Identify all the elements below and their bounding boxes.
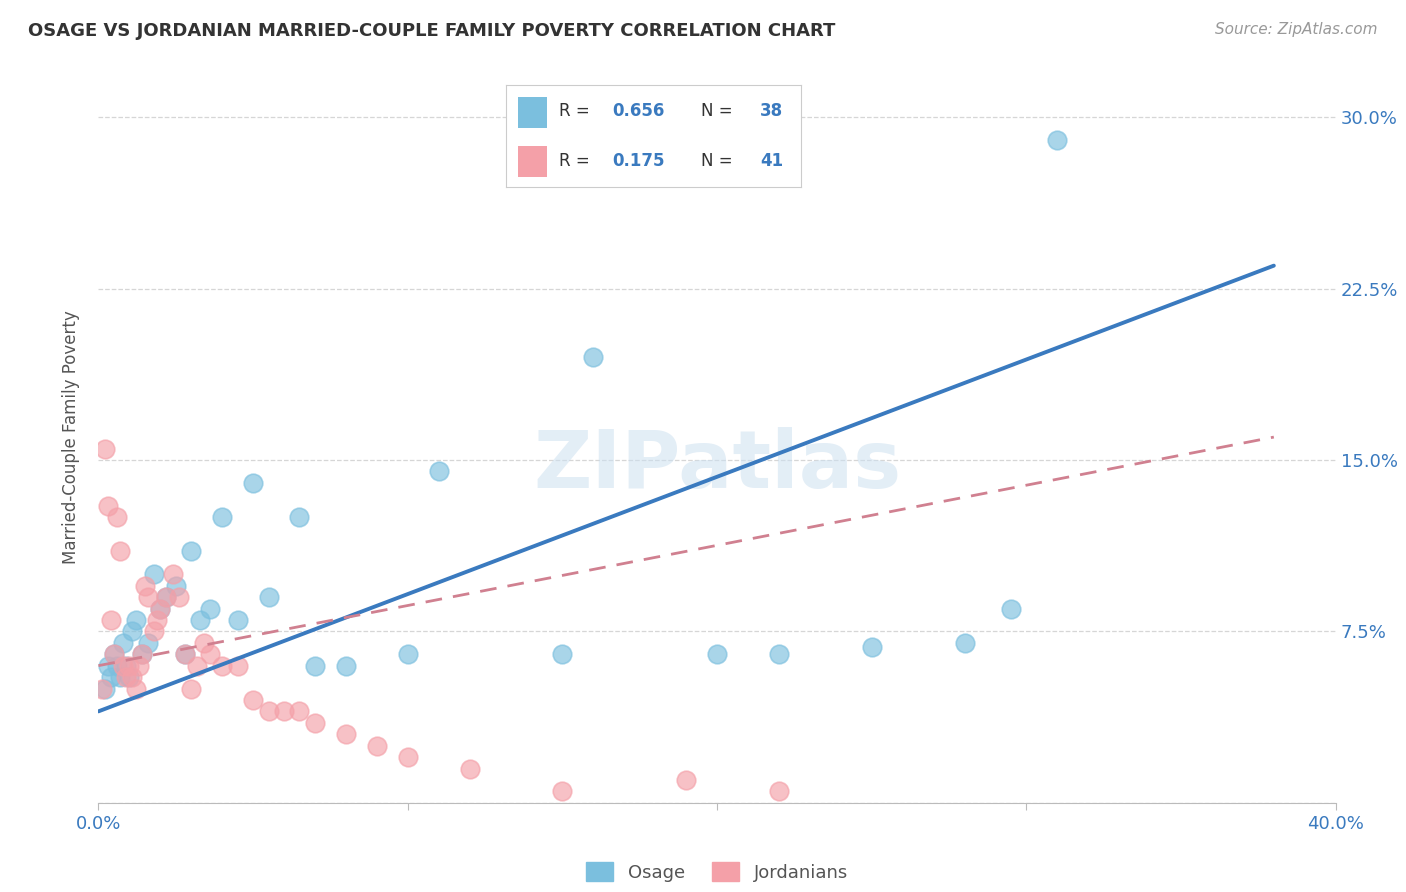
Point [953,636,976,650]
Point [706,647,728,661]
Point [143,624,166,639]
Point [128,658,150,673]
Point [100,670,122,684]
Point [675,772,697,787]
Point [118,658,141,673]
Text: Source: ZipAtlas.com: Source: ZipAtlas.com [1215,22,1378,37]
Point [1046,133,1069,147]
Text: R =: R = [560,153,595,170]
Point [180,544,202,558]
Point [112,636,135,650]
Point [131,647,153,661]
Point [165,579,187,593]
Point [174,647,197,661]
Text: 0.175: 0.175 [613,153,665,170]
Point [211,658,233,673]
Point [149,601,172,615]
Point [105,658,128,673]
Text: 0.656: 0.656 [613,102,665,120]
Point [103,647,125,661]
Point [304,658,326,673]
Point [121,670,143,684]
Point [97,499,120,513]
Point [551,784,574,798]
Point [427,464,450,478]
Point [162,567,184,582]
Point [105,510,128,524]
Point [211,510,233,524]
Point [458,762,481,776]
Text: 41: 41 [761,153,783,170]
Point [143,567,166,582]
Point [124,681,146,696]
Point [97,658,120,673]
Point [93,442,115,456]
Point [335,658,357,673]
Point [136,636,159,650]
Point [180,681,202,696]
Point [768,784,790,798]
Point [93,681,115,696]
Point [155,590,177,604]
Point [146,613,169,627]
Point [257,590,280,604]
FancyBboxPatch shape [517,97,547,128]
Point [273,705,295,719]
Text: ZIPatlas: ZIPatlas [533,427,901,506]
Point [226,613,249,627]
Point [115,670,138,684]
Point [193,636,215,650]
Point [149,601,172,615]
Point [860,640,883,655]
Text: OSAGE VS JORDANIAN MARRIED-COUPLE FAMILY POVERTY CORRELATION CHART: OSAGE VS JORDANIAN MARRIED-COUPLE FAMILY… [28,22,835,40]
Text: N =: N = [702,153,738,170]
Point [242,475,264,490]
Point [582,350,605,364]
Point [134,579,156,593]
Point [118,670,141,684]
Point [112,658,135,673]
Point [288,705,311,719]
Point [304,715,326,730]
Point [366,739,388,753]
Point [396,647,419,661]
Point [167,590,190,604]
Point [226,658,249,673]
Point [198,647,221,661]
Point [190,613,212,627]
Point [108,544,131,558]
Point [90,681,112,696]
Point [124,613,146,627]
Legend: Osage, Jordanians: Osage, Jordanians [579,855,855,888]
Point [108,670,131,684]
Text: N =: N = [702,102,738,120]
Point [242,693,264,707]
Point [103,647,125,661]
Point [1000,601,1022,615]
Point [115,658,138,673]
Point [155,590,177,604]
Point [335,727,357,741]
Point [768,647,790,661]
Point [121,624,143,639]
Point [551,647,574,661]
Point [100,613,122,627]
Point [396,750,419,764]
Point [131,647,153,661]
Text: 38: 38 [761,102,783,120]
Point [257,705,280,719]
Point [174,647,197,661]
Point [186,658,208,673]
Point [198,601,221,615]
Y-axis label: Married-Couple Family Poverty: Married-Couple Family Poverty [62,310,80,564]
Point [136,590,159,604]
Point [288,510,311,524]
FancyBboxPatch shape [517,146,547,177]
Text: R =: R = [560,102,595,120]
